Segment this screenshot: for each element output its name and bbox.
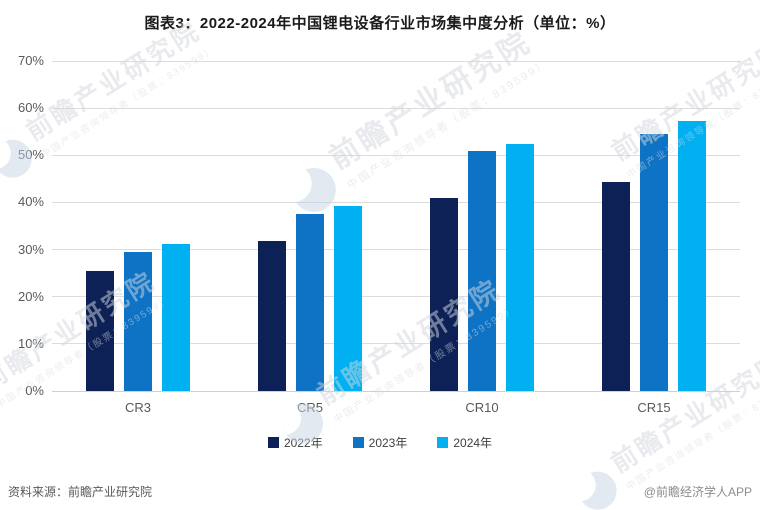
bar-2024年-cr10 [506, 143, 534, 391]
y-tick-label: 40% [17, 194, 44, 210]
x-axis-labels: CR3 CR5 CR10 CR15 [52, 400, 740, 415]
gridline [52, 249, 740, 251]
bar-2024年-cr3 [162, 244, 190, 391]
legend-label: 2022年 [283, 436, 323, 450]
x-tick-label-cr3: CR3 [124, 400, 151, 415]
bar-group-cr15 [568, 61, 740, 391]
bar-2022年-cr15 [602, 181, 630, 391]
y-axis: 0% 10% 20% 30% 40% 50% 60% 70% [0, 53, 46, 398]
bar-2024年-cr15 [678, 121, 706, 391]
bar-2022年-cr10 [430, 197, 458, 391]
x-tick-label-cr5: CR5 [296, 400, 323, 415]
bar-2022年-cr5 [258, 240, 286, 391]
gridline [52, 343, 740, 345]
y-tick-label: 20% [17, 288, 44, 304]
gridline [52, 107, 740, 109]
y-tick-label: 30% [17, 241, 44, 257]
bar-2023年-cr3 [124, 252, 152, 391]
bar-2023年-cr5 [296, 214, 324, 391]
bar-2023年-cr15 [640, 133, 668, 391]
chart-legend: 2022年 2023年 2024年 [0, 434, 760, 451]
bar-group-cr3 [52, 61, 224, 391]
bar-groups [52, 61, 740, 391]
chart-area: 0% 10% 20% 30% 40% 50% 60% 70% CR3 CR5 CR10 CR15 [0, 40, 760, 425]
legend-item-2024年: 2024年 [437, 434, 492, 451]
gridline [52, 154, 740, 156]
y-tick-label: 10% [17, 335, 44, 351]
bar-2022年-cr3 [86, 270, 114, 391]
legend-item-2023年: 2023年 [352, 434, 408, 451]
x-tick-label-cr15: CR15 [637, 400, 671, 415]
bar-group-cr10 [396, 61, 568, 391]
y-tick-label: 0% [25, 383, 44, 398]
bar-2024年-cr5 [334, 205, 362, 391]
qianzhan-logo-icon [571, 464, 624, 510]
gridline [52, 296, 740, 298]
legend-label: 2024年 [453, 436, 493, 450]
legend-swatch [437, 437, 449, 448]
x-axis-line [52, 390, 740, 392]
x-tick-label-cr10: CR10 [465, 400, 499, 415]
legend-swatch [267, 437, 279, 448]
footer-credit: @前瞻经济学人APP [643, 485, 752, 499]
legend-swatch [352, 437, 364, 448]
bar-2023年-cr10 [468, 151, 496, 391]
legend-label: 2023年 [368, 436, 408, 450]
y-tick-label: 70% [17, 53, 44, 68]
bar-group-cr5 [224, 61, 396, 391]
y-tick-label: 50% [17, 147, 44, 163]
y-tick-label: 60% [17, 100, 44, 116]
legend-item-2022年: 2022年 [267, 434, 323, 451]
chart-title: 图表3：2022-2024年中国锂电设备行业市场集中度分析（单位：%） [144, 15, 616, 32]
gridline [52, 201, 740, 203]
gridline [52, 60, 740, 62]
plot-area [52, 60, 740, 392]
footer-source: 资料来源：前瞻产业研究院 [8, 485, 153, 499]
